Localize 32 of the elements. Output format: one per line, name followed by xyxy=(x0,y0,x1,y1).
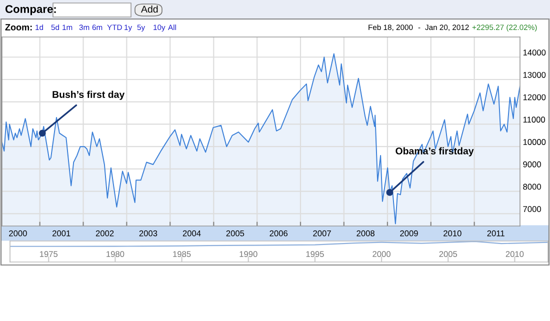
x-tick-label: 1990 xyxy=(240,251,258,258)
x-tick-label: 2004 xyxy=(182,230,201,236)
text: Compare: xyxy=(5,5,56,16)
y-tick-label: 8000 xyxy=(523,184,541,190)
x-tick-label: 2011 xyxy=(487,230,504,236)
x-tick-label: 2010 xyxy=(506,251,524,258)
x-tick-label: 2000 xyxy=(372,251,390,258)
x-tick-label: 2006 xyxy=(270,230,288,236)
x-tick-label: 2002 xyxy=(96,230,114,236)
x-tick-label: 1980 xyxy=(106,251,124,258)
y-tick-label: 14000 xyxy=(523,50,546,56)
annotation: Bush’s first day xyxy=(52,90,125,100)
x-tick-label: 2008 xyxy=(356,230,374,236)
x-tick-label: 2005 xyxy=(439,251,458,258)
text: Zoom: xyxy=(5,24,32,30)
x-tick-label: 2010 xyxy=(444,230,462,236)
text: Add xyxy=(141,5,158,13)
y-tick-label: 11000 xyxy=(523,116,546,123)
x-tick-label: 2007 xyxy=(313,230,331,236)
x-tick-label: 1975 xyxy=(40,251,58,258)
y-tick-label: 12000 xyxy=(523,94,546,100)
x-tick-label: 2009 xyxy=(400,230,418,236)
x-tick-label: 2000 xyxy=(9,230,27,236)
x-tick-label: 1995 xyxy=(306,251,324,258)
y-tick-label: 7000 xyxy=(523,206,541,212)
y-tick-label: 9000 xyxy=(523,161,541,168)
x-tick-label: 1985 xyxy=(173,251,191,258)
y-tick-label: 10000 xyxy=(523,139,546,145)
x-tick-label: 2003 xyxy=(139,230,158,236)
x-tick-label: 2001 xyxy=(52,230,70,236)
y-tick-label: 13000 xyxy=(523,72,546,78)
x-tick-label: 2005 xyxy=(226,230,244,236)
